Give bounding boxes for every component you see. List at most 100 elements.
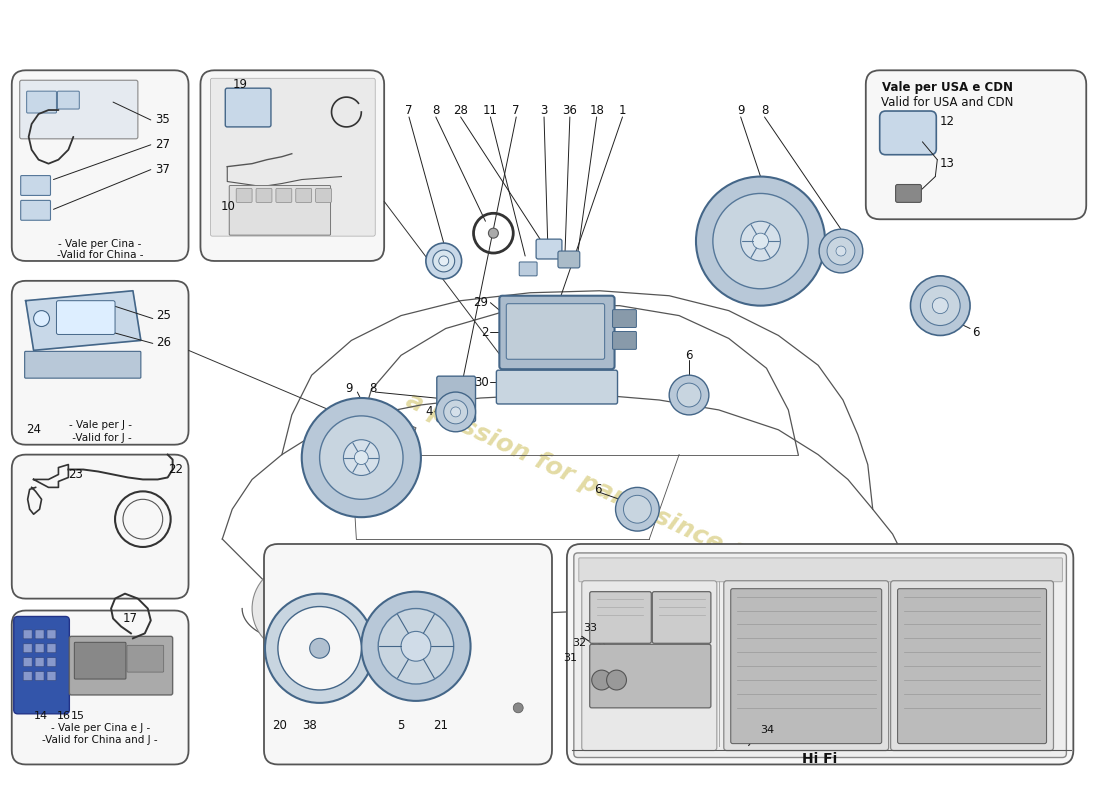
Circle shape xyxy=(436,392,475,432)
FancyBboxPatch shape xyxy=(496,370,617,404)
Text: 14: 14 xyxy=(33,710,47,721)
FancyBboxPatch shape xyxy=(24,351,141,378)
Circle shape xyxy=(278,606,361,690)
FancyBboxPatch shape xyxy=(898,589,1046,743)
Text: 24: 24 xyxy=(25,423,41,436)
Text: 34: 34 xyxy=(760,725,774,734)
FancyBboxPatch shape xyxy=(296,189,311,202)
Text: 20: 20 xyxy=(273,719,287,732)
Text: 35: 35 xyxy=(155,114,169,126)
Text: 27: 27 xyxy=(155,138,169,151)
FancyBboxPatch shape xyxy=(579,558,1063,582)
FancyBboxPatch shape xyxy=(12,281,188,445)
Circle shape xyxy=(820,229,862,273)
FancyBboxPatch shape xyxy=(582,581,717,750)
Circle shape xyxy=(823,572,913,661)
FancyBboxPatch shape xyxy=(12,454,188,598)
Text: 28: 28 xyxy=(453,103,469,117)
FancyBboxPatch shape xyxy=(229,186,330,235)
FancyBboxPatch shape xyxy=(200,70,384,261)
Text: 18: 18 xyxy=(590,103,604,117)
FancyBboxPatch shape xyxy=(56,301,116,334)
Circle shape xyxy=(443,400,468,424)
Text: 4: 4 xyxy=(426,406,432,418)
Text: Hi Fi: Hi Fi xyxy=(803,753,838,766)
Circle shape xyxy=(34,310,50,326)
FancyBboxPatch shape xyxy=(730,589,882,743)
Text: 6: 6 xyxy=(972,326,979,339)
Circle shape xyxy=(439,256,449,266)
Circle shape xyxy=(713,194,808,289)
Text: 19: 19 xyxy=(232,78,248,90)
FancyBboxPatch shape xyxy=(590,644,711,708)
FancyBboxPatch shape xyxy=(574,553,1066,758)
FancyBboxPatch shape xyxy=(12,610,188,765)
FancyBboxPatch shape xyxy=(35,644,44,653)
FancyBboxPatch shape xyxy=(35,672,44,681)
Text: 1: 1 xyxy=(618,103,626,117)
Text: a passion for parts since 1985: a passion for parts since 1985 xyxy=(402,389,798,590)
Text: -Valid for China -: -Valid for China - xyxy=(57,250,143,260)
FancyBboxPatch shape xyxy=(20,80,138,139)
Circle shape xyxy=(836,246,846,256)
Circle shape xyxy=(301,398,421,517)
Text: 8: 8 xyxy=(761,103,768,117)
Text: 7: 7 xyxy=(405,103,412,117)
FancyBboxPatch shape xyxy=(23,672,32,681)
FancyBboxPatch shape xyxy=(126,646,164,672)
Circle shape xyxy=(451,407,461,417)
Circle shape xyxy=(354,450,368,465)
Text: 13: 13 xyxy=(939,157,954,170)
Text: 32: 32 xyxy=(573,638,586,648)
FancyBboxPatch shape xyxy=(236,189,252,202)
Text: 8: 8 xyxy=(370,382,377,394)
Text: 9: 9 xyxy=(345,382,353,394)
Circle shape xyxy=(921,286,960,326)
Circle shape xyxy=(270,581,324,636)
FancyBboxPatch shape xyxy=(652,592,711,643)
FancyBboxPatch shape xyxy=(519,262,537,276)
FancyBboxPatch shape xyxy=(895,185,922,202)
Circle shape xyxy=(488,228,498,238)
FancyBboxPatch shape xyxy=(21,175,51,195)
Polygon shape xyxy=(25,290,141,350)
Text: 22: 22 xyxy=(167,463,183,476)
FancyBboxPatch shape xyxy=(880,111,936,154)
Text: 37: 37 xyxy=(155,163,169,176)
FancyBboxPatch shape xyxy=(499,296,615,370)
Text: 5: 5 xyxy=(397,719,405,732)
FancyBboxPatch shape xyxy=(23,644,32,653)
Text: 33: 33 xyxy=(584,623,597,634)
Circle shape xyxy=(514,703,524,713)
Text: 7: 7 xyxy=(513,103,520,117)
FancyBboxPatch shape xyxy=(256,189,272,202)
Circle shape xyxy=(752,233,769,249)
FancyBboxPatch shape xyxy=(47,658,56,666)
FancyBboxPatch shape xyxy=(21,200,51,220)
FancyBboxPatch shape xyxy=(264,544,552,765)
FancyBboxPatch shape xyxy=(558,251,580,268)
Text: -Valid for China and J -: -Valid for China and J - xyxy=(42,734,158,745)
Text: 16: 16 xyxy=(56,710,70,721)
FancyBboxPatch shape xyxy=(566,544,1074,765)
FancyBboxPatch shape xyxy=(724,581,889,750)
Text: 17: 17 xyxy=(123,612,138,625)
Circle shape xyxy=(310,638,330,658)
Text: - Vale per J -: - Vale per J - xyxy=(68,420,132,430)
Text: 38: 38 xyxy=(302,719,317,732)
Text: 31: 31 xyxy=(563,653,576,663)
Circle shape xyxy=(678,383,701,407)
FancyBboxPatch shape xyxy=(35,630,44,639)
FancyBboxPatch shape xyxy=(210,78,375,236)
Text: 36: 36 xyxy=(562,103,578,117)
Text: 26: 26 xyxy=(156,336,170,349)
Polygon shape xyxy=(376,420,416,448)
Text: -Valid for J -: -Valid for J - xyxy=(69,433,132,442)
Circle shape xyxy=(361,592,471,701)
Text: 9: 9 xyxy=(737,103,745,117)
FancyBboxPatch shape xyxy=(14,617,69,714)
FancyBboxPatch shape xyxy=(26,91,56,113)
Text: 23: 23 xyxy=(68,468,84,481)
Circle shape xyxy=(432,250,454,272)
FancyBboxPatch shape xyxy=(12,70,188,261)
